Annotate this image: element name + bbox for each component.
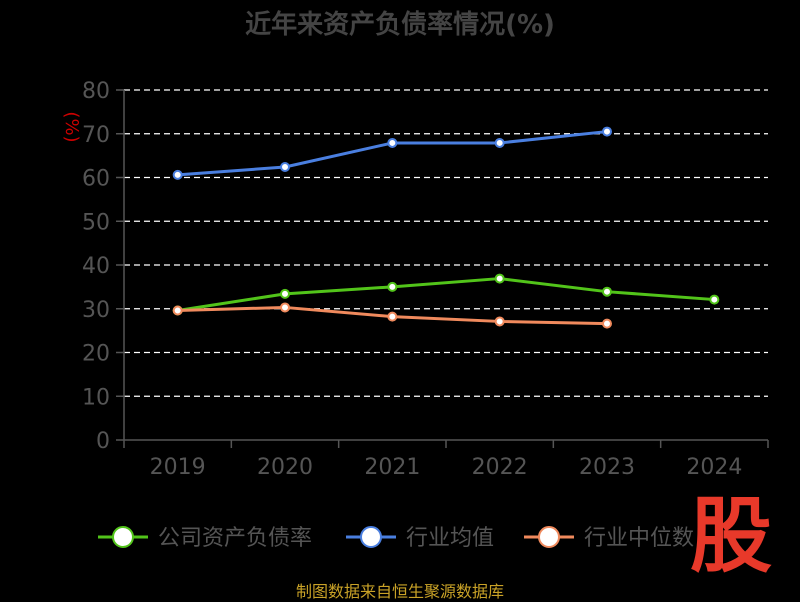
chart-title: 近年来资产负债率情况(%) xyxy=(245,10,555,40)
y-tick-label: 70 xyxy=(82,123,110,148)
source-note: 制图数据来自恒生聚源数据库 xyxy=(295,582,504,601)
legend-marker xyxy=(112,526,134,548)
x-tick-label: 2019 xyxy=(150,455,206,480)
legend: 公司资产负债率 行业均值 行业中位数 xyxy=(98,526,694,551)
y-tick-label: 40 xyxy=(82,254,110,279)
x-tick-label: 2020 xyxy=(257,455,313,480)
watermark-logo: 股 xyxy=(690,489,773,584)
y-tick-label: 30 xyxy=(82,298,110,323)
x-tick-label: 2024 xyxy=(686,455,742,480)
data-point xyxy=(494,316,505,327)
data-point xyxy=(602,286,612,297)
y-tick-label: 80 xyxy=(82,79,110,104)
data-point xyxy=(172,305,183,316)
grid-lines xyxy=(124,89,768,397)
data-point xyxy=(387,281,398,292)
x-tick-labels: 2019 2020 2021 2022 2023 2024 xyxy=(150,455,743,480)
data-point xyxy=(494,273,505,284)
data-point xyxy=(280,288,290,299)
y-axis-label: (%) xyxy=(61,111,82,142)
legend-label: 行业中位数 xyxy=(584,526,694,551)
y-tick-label: 20 xyxy=(82,342,110,367)
y-tick-labels: 0 10 20 30 40 50 60 70 80 xyxy=(82,79,110,454)
data-point xyxy=(494,137,505,148)
legend-label: 公司资产负债率 xyxy=(158,526,312,551)
series-lines xyxy=(172,126,720,329)
y-tick-label: 10 xyxy=(82,385,110,410)
data-point xyxy=(387,137,398,148)
y-tick-label: 50 xyxy=(82,210,110,235)
data-point xyxy=(602,126,612,137)
legend-marker xyxy=(360,526,382,548)
data-point xyxy=(602,318,612,329)
data-point xyxy=(172,169,183,180)
legend-marker xyxy=(538,526,560,548)
y-tick-label: 0 xyxy=(96,429,110,454)
x-tick-label: 2023 xyxy=(579,455,635,480)
y-tick-label: 60 xyxy=(82,167,110,192)
data-point xyxy=(280,162,290,172)
x-tick-label: 2021 xyxy=(364,455,420,480)
axes xyxy=(116,89,769,448)
legend-label: 行业均值 xyxy=(406,526,494,551)
series-line-0 xyxy=(177,277,715,312)
data-point xyxy=(709,294,720,305)
x-tick-label: 2022 xyxy=(472,455,528,480)
data-point xyxy=(387,311,398,322)
data-point xyxy=(280,302,290,313)
